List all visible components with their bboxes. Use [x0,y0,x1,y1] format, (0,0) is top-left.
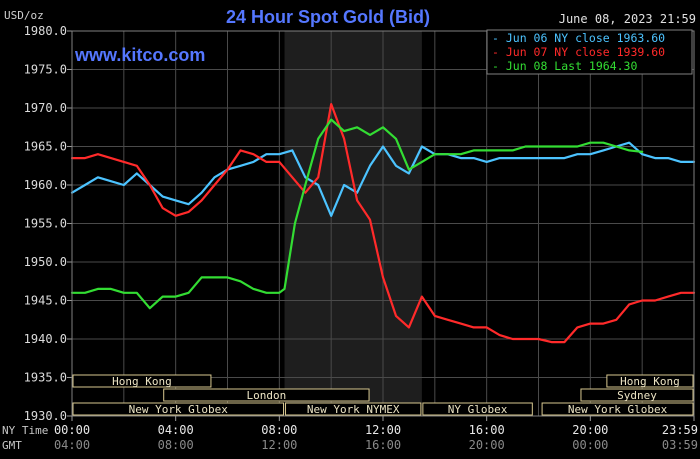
series-lines [70,103,696,344]
y-tick-label: 1930.0 [24,409,67,423]
time-row-label: NY Time [2,424,48,437]
series-line [70,118,644,310]
y-tick-label: 1970.0 [24,101,67,115]
session-box [72,374,212,388]
y-axis-label: USD/oz [4,9,44,22]
session-box [606,374,694,388]
y-tick-label: 1940.0 [24,332,67,346]
time-tick-label: 00:00 [572,438,608,452]
time-tick-label: 16:00 [365,438,401,452]
session-box [422,402,533,416]
session-box [163,388,370,402]
session-box [285,402,422,416]
time-tick-label: 08:00 [158,438,194,452]
time-tick-label: 16:00 [469,423,505,437]
time-tick-label: 12:00 [365,423,401,437]
session-box [541,402,694,416]
time-tick-label: 12:00 [261,438,297,452]
time-tick-label: 20:00 [469,438,505,452]
time-tick-label: 23:59 [662,423,698,437]
y-tick-label: 1960.0 [24,178,67,192]
session-label: NY Globex [448,403,508,416]
session-label: New York NYMEX [307,403,400,416]
watermark: www.kitco.com [74,45,205,65]
session-label: Sydney [617,389,657,402]
time-axis: NY Time 00:00 04:00 08:00 12:00 16:00 20:00 23:… [2,416,698,452]
legend-entry: - Jun 08 Last 1964.30 [492,59,637,73]
series-line [70,103,696,344]
y-tick-label: 1955.0 [24,217,67,231]
legend-entry: - Jun 06 NY close 1963.60 [492,31,665,45]
legend: - Jun 06 NY close 1963.60- Jun 07 NY clo… [486,29,693,75]
legend-entry: - Jun 07 NY close 1939.60 [492,45,665,59]
y-axis: 1980.0 1975.0 1970.0 1965.0 1960.0 1955.0 1950… [24,24,72,423]
session-label: New York Globex [129,403,229,416]
grid-lines [72,31,694,416]
time-tick-label: 04:00 [54,438,90,452]
session-box [580,388,694,402]
y-tick-label: 1950.0 [24,255,67,269]
timestamp: June 08, 2023 21:59 [559,12,696,26]
chart-title: 24 Hour Spot Gold (Bid) [226,7,430,27]
y-tick-label: 1980.0 [24,24,67,38]
session-label: London [247,389,287,402]
time-tick-label: 08:00 [261,423,297,437]
series-line [70,141,696,217]
legend-box [486,29,693,75]
time-row-label: GMT [2,439,22,452]
session-label: Hong Kong [112,375,172,388]
y-tick-label: 1965.0 [24,140,67,154]
y-tick-label: 1945.0 [24,294,67,308]
time-tick-label: 00:00 [54,423,90,437]
session-box [72,402,285,416]
session-label: Hong Kong [620,375,680,388]
session-label: New York Globex [568,403,668,416]
y-tick-label: 1935.0 [24,371,67,385]
time-tick-label: 20:00 [572,423,608,437]
y-tick-label: 1975.0 [24,63,67,77]
time-tick-label: 03:59 [662,438,698,452]
time-tick-label: 04:00 [158,423,194,437]
